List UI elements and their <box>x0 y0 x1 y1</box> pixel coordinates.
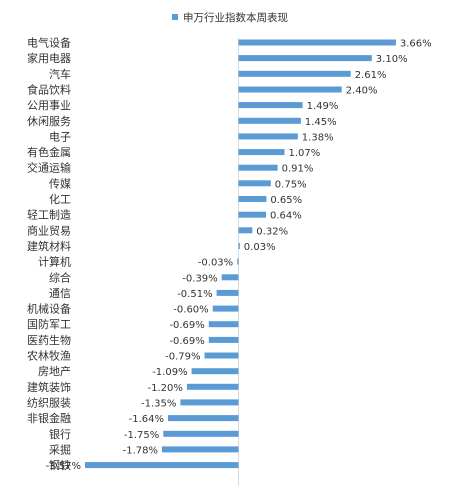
bar-9 <box>238 164 278 171</box>
category-label-8: 有色金属 <box>27 145 71 159</box>
legend: 申万行业指数本周表现 <box>172 11 288 24</box>
category-label-23: 建筑装饰 <box>27 380 71 394</box>
bar-7 <box>238 133 298 140</box>
category-label-27: 采掘 <box>49 442 71 456</box>
category-label-22: 房地产 <box>38 364 71 378</box>
value-label-21: -0.79% <box>165 352 200 363</box>
value-label-6: 1.45% <box>305 117 337 128</box>
value-label-15: -0.03% <box>198 258 233 269</box>
bar-28 <box>85 462 239 469</box>
bars <box>85 39 396 469</box>
category-label-24: 纺织服装 <box>27 395 71 409</box>
category-label-5: 公用事业 <box>27 99 71 112</box>
value-label-20: -0.69% <box>169 336 204 347</box>
value-label-12: 0.64% <box>270 211 302 222</box>
category-label-20: 医药生物 <box>27 333 71 347</box>
legend-label: 申万行业指数本周表现 <box>183 11 288 24</box>
category-labels: 电气设备家用电器汽车食品饮料公用事业休闲服务电子有色金属交通运输传媒化工轻工制造… <box>27 36 71 473</box>
bar-12 <box>238 211 266 218</box>
value-label-13: 0.32% <box>256 226 288 237</box>
category-label-4: 食品饮料 <box>27 83 71 97</box>
category-label-11: 化工 <box>49 192 71 206</box>
bar-17 <box>216 289 239 296</box>
legend-swatch <box>172 14 178 20</box>
category-label-14: 建筑材料 <box>27 239 71 253</box>
category-label-16: 综合 <box>49 270 71 284</box>
bar-10 <box>238 180 271 187</box>
category-label-13: 商业贸易 <box>27 223 71 237</box>
category-label-17: 通信 <box>49 287 71 300</box>
category-label-2: 家用电器 <box>27 51 71 65</box>
bar-18 <box>212 305 239 312</box>
value-label-24: -1.35% <box>141 398 176 409</box>
value-label-10: 0.75% <box>275 179 307 190</box>
bar-25 <box>168 415 239 422</box>
value-label-25: -1.64% <box>129 414 164 425</box>
bar-13 <box>238 227 253 234</box>
category-label-25: 非银金融 <box>27 411 71 425</box>
bar-27 <box>162 446 239 453</box>
bar-4 <box>238 86 342 93</box>
value-label-3: 2.61% <box>355 70 387 81</box>
value-label-9: 0.91% <box>282 164 314 175</box>
category-label-9: 交通运输 <box>27 161 71 175</box>
value-label-23: -1.20% <box>148 383 183 394</box>
bar-5 <box>238 102 303 109</box>
value-label-5: 1.49% <box>307 101 339 112</box>
value-label-28: -3.57% <box>46 461 81 472</box>
category-label-19: 国防军工 <box>27 317 71 331</box>
category-label-15: 计算机 <box>38 255 71 269</box>
bar-24 <box>180 399 239 406</box>
bar-23 <box>186 383 239 390</box>
category-label-12: 轻工制造 <box>27 208 71 222</box>
value-label-27: -1.78% <box>123 445 158 456</box>
category-label-26: 银行 <box>49 427 71 441</box>
bar-26 <box>163 430 239 437</box>
bar-21 <box>204 352 239 359</box>
bar-6 <box>238 117 301 124</box>
bar-16 <box>221 274 239 281</box>
category-label-28: 钢铁 <box>49 459 71 472</box>
bar-15 <box>237 258 239 265</box>
value-label-26: -1.75% <box>124 430 159 441</box>
category-label-18: 机械设备 <box>27 302 71 316</box>
bar-3 <box>238 70 351 77</box>
bar-2 <box>238 55 372 62</box>
value-label-17: -0.51% <box>177 289 212 300</box>
value-label-1: 3.66% <box>400 39 432 50</box>
value-label-2: 3.10% <box>376 54 408 65</box>
bar-11 <box>238 196 267 202</box>
value-label-16: -0.39% <box>182 273 217 284</box>
category-label-1: 电气设备 <box>27 36 71 50</box>
bar-19 <box>208 321 239 328</box>
bar-20 <box>208 336 239 343</box>
category-label-6: 休闲服务 <box>27 114 71 128</box>
category-label-21: 农林牧渔 <box>27 349 71 363</box>
value-labels: 3.66% 3.10% 2.61% 2.40% 1.49% 1.45% 1.38% 1.07%… <box>46 39 432 473</box>
category-label-3: 汽车 <box>49 67 71 81</box>
bar-1 <box>238 39 396 46</box>
value-label-4: 2.40% <box>346 86 378 97</box>
category-label-10: 传媒 <box>49 177 71 190</box>
bar-14 <box>238 243 240 249</box>
value-label-11: 0.65% <box>270 195 302 206</box>
category-label-7: 电子 <box>49 130 71 143</box>
value-label-8: 1.07% <box>289 148 321 159</box>
value-label-14: 0.03% <box>244 242 276 253</box>
value-label-19: -0.69% <box>169 320 204 331</box>
value-label-18: -0.60% <box>173 305 208 316</box>
bar-22 <box>191 368 239 375</box>
bar-8 <box>238 149 285 156</box>
value-label-7: 1.38% <box>302 132 334 143</box>
value-label-22: -1.09% <box>152 367 187 378</box>
